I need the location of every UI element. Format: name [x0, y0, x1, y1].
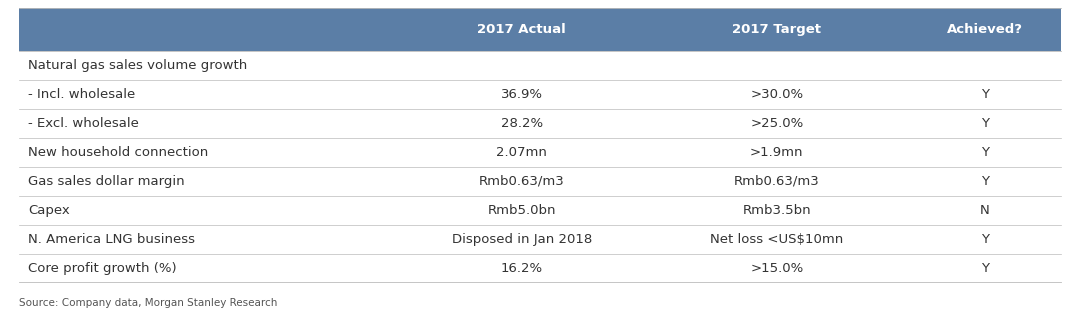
Text: 2017 Actual: 2017 Actual — [477, 23, 566, 36]
Text: New household connection: New household connection — [28, 146, 208, 159]
Text: Y: Y — [981, 233, 989, 246]
Text: 28.2%: 28.2% — [501, 117, 543, 130]
Text: Core profit growth (%): Core profit growth (%) — [28, 262, 177, 274]
Text: >25.0%: >25.0% — [751, 117, 804, 130]
Text: Y: Y — [981, 175, 989, 188]
Text: Rmb0.63/m3: Rmb0.63/m3 — [734, 175, 820, 188]
Text: Y: Y — [981, 117, 989, 130]
Text: Rmb0.63/m3: Rmb0.63/m3 — [478, 175, 565, 188]
Text: Y: Y — [981, 146, 989, 159]
Text: N: N — [981, 204, 990, 217]
Text: Net loss <US$10mn: Net loss <US$10mn — [711, 233, 843, 246]
Text: Y: Y — [981, 262, 989, 274]
Text: 2.07mn: 2.07mn — [497, 146, 548, 159]
Bar — [19, 8, 1061, 51]
Text: >30.0%: >30.0% — [751, 88, 804, 101]
Text: 36.9%: 36.9% — [501, 88, 543, 101]
Text: Gas sales dollar margin: Gas sales dollar margin — [28, 175, 185, 188]
Text: - Incl. wholesale: - Incl. wholesale — [28, 88, 135, 101]
Text: >15.0%: >15.0% — [751, 262, 804, 274]
Text: Natural gas sales volume growth: Natural gas sales volume growth — [28, 59, 247, 72]
Text: Disposed in Jan 2018: Disposed in Jan 2018 — [451, 233, 592, 246]
Text: Capex: Capex — [28, 204, 70, 217]
Text: 16.2%: 16.2% — [501, 262, 543, 274]
Text: Rmb3.5bn: Rmb3.5bn — [743, 204, 811, 217]
Text: - Excl. wholesale: - Excl. wholesale — [28, 117, 139, 130]
Text: 2017 Target: 2017 Target — [732, 23, 822, 36]
Text: Source: Company data, Morgan Stanley Research: Source: Company data, Morgan Stanley Res… — [19, 298, 278, 308]
Text: >1.9mn: >1.9mn — [751, 146, 804, 159]
Text: Y: Y — [981, 88, 989, 101]
Text: Rmb5.0bn: Rmb5.0bn — [487, 204, 556, 217]
Text: N. America LNG business: N. America LNG business — [28, 233, 195, 246]
Text: Achieved?: Achieved? — [947, 23, 1023, 36]
